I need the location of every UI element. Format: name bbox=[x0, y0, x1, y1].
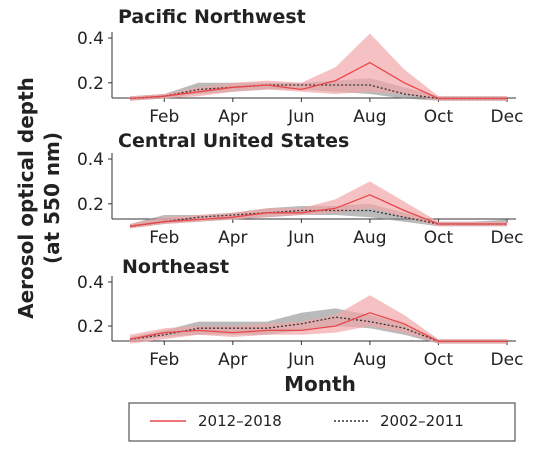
x-tick-label: Feb bbox=[149, 107, 179, 127]
x-tick-label: Dec bbox=[491, 350, 524, 370]
y-tick-label: 0.2 bbox=[77, 195, 104, 215]
legend-label-past: 2002–2011 bbox=[380, 412, 464, 430]
panel-northeast: Northeast 0.2 0.4 Feb Apr Jun Aug Oct Dec bbox=[77, 256, 524, 370]
x-tick-label: Dec bbox=[491, 228, 524, 248]
y-axis-label-line1: Aerosol optical depth bbox=[14, 77, 38, 319]
x-tick-label: Jun bbox=[287, 228, 315, 248]
y-tick-label: 0.4 bbox=[77, 29, 104, 49]
y-tick-label: 0.2 bbox=[77, 74, 104, 94]
band-recent bbox=[130, 295, 507, 344]
x-tick-label: Jun bbox=[287, 350, 315, 370]
y-axis-label-line2: (at 550 nm) bbox=[40, 132, 64, 264]
panel-central-united-states: Central United States 0.2 0.4 Feb Apr Jun Aug O… bbox=[77, 130, 524, 248]
x-tick-label: Oct bbox=[424, 350, 454, 370]
x-tick-label: Oct bbox=[424, 228, 454, 248]
x-tick-label: Apr bbox=[218, 107, 247, 127]
band-recent bbox=[130, 33, 507, 101]
band-recent bbox=[130, 181, 507, 229]
x-tick-label: Feb bbox=[149, 350, 179, 370]
panel-pacific-northwest: Pacific Northwest 0.2 0.4 Feb Apr Jun Aug Oct De… bbox=[77, 6, 524, 127]
x-tick-label: Apr bbox=[218, 350, 247, 370]
legend-label-recent: 2012–2018 bbox=[198, 412, 282, 430]
x-tick-label: Dec bbox=[491, 107, 524, 127]
panels: Pacific Northwest 0.2 0.4 Feb Apr Jun Aug Oct De… bbox=[77, 6, 524, 370]
x-tick-label: Jun bbox=[287, 107, 315, 127]
legend: 2012–2018 2002–2011 bbox=[128, 402, 516, 442]
x-tick-label: Oct bbox=[424, 107, 454, 127]
x-tick-label: Feb bbox=[149, 228, 179, 248]
line-recent bbox=[129, 312, 507, 343]
x-axis-label: Month bbox=[284, 372, 356, 396]
band-past bbox=[130, 203, 507, 229]
y-tick-label: 0.4 bbox=[77, 273, 104, 293]
x-tick-label: Aug bbox=[353, 228, 386, 248]
panel-title: Pacific Northwest bbox=[118, 6, 306, 28]
line-recent bbox=[129, 194, 507, 227]
panel-title: Northeast bbox=[122, 256, 229, 278]
x-tick-label: Apr bbox=[218, 228, 247, 248]
y-axis-label-group: Aerosol optical depth (at 550 nm) bbox=[14, 77, 64, 319]
x-tick-label: Aug bbox=[353, 107, 386, 127]
panel-title: Central United States bbox=[118, 130, 349, 152]
legend-frame bbox=[128, 402, 516, 442]
y-tick-label: 0.4 bbox=[77, 150, 104, 170]
line-recent bbox=[129, 61, 507, 100]
y-tick-label: 0.2 bbox=[77, 317, 104, 337]
x-tick-label: Aug bbox=[353, 350, 386, 370]
